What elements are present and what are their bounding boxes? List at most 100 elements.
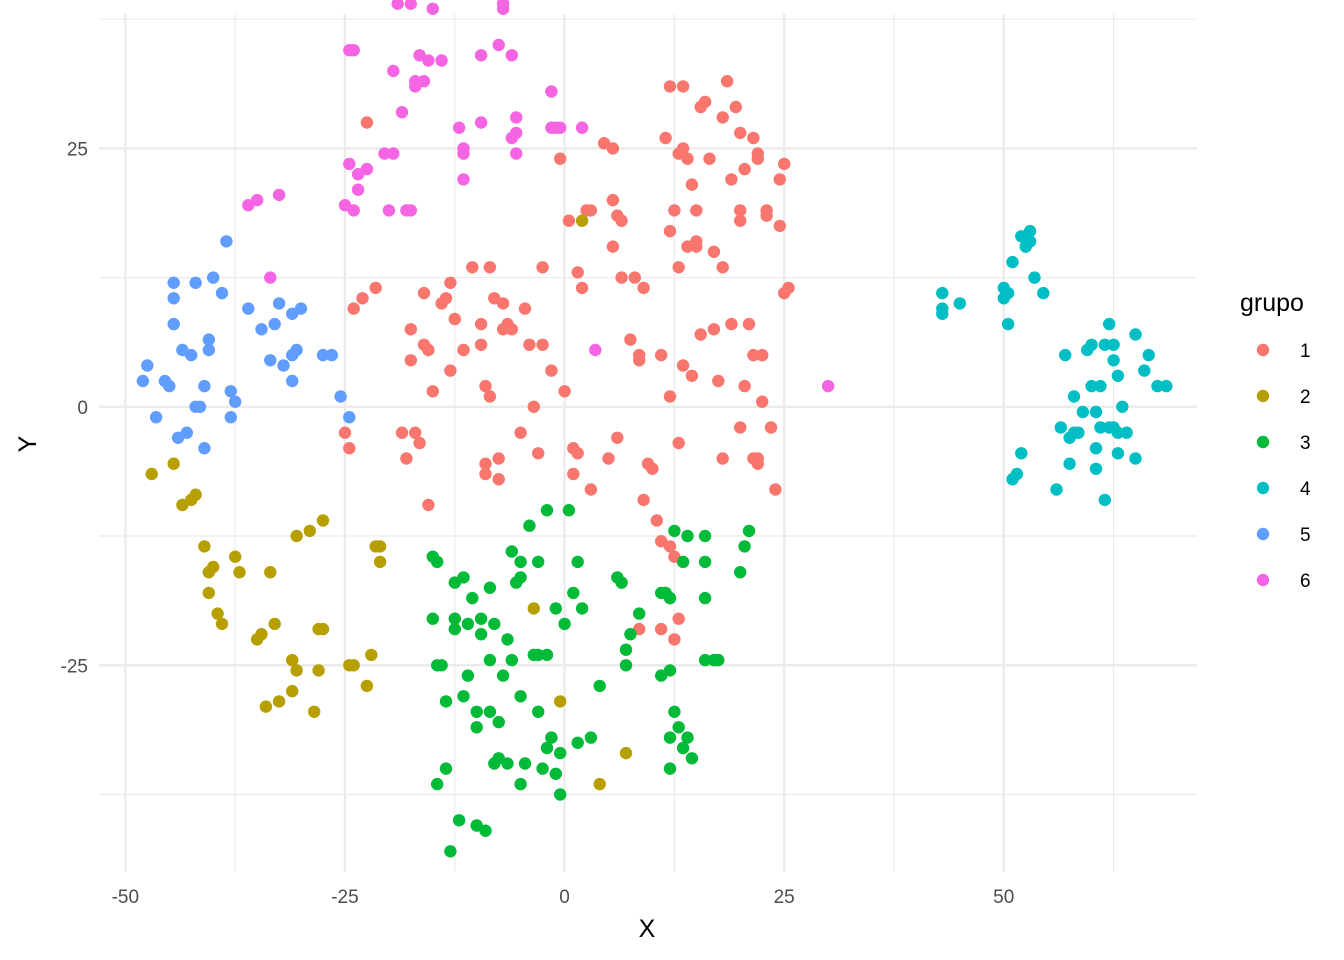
- data-point-grupo-2: [286, 653, 299, 667]
- legend-key-5: [1256, 527, 1270, 541]
- data-point-grupo-1: [518, 302, 532, 315]
- x-tick-label: 50: [993, 887, 1014, 908]
- data-point-grupo-3: [676, 555, 690, 569]
- data-point-grupo-3: [681, 529, 694, 543]
- data-point-grupo-4: [1050, 483, 1063, 496]
- data-point-grupo-4: [1085, 338, 1098, 351]
- data-point-grupo-6: [404, 0, 417, 10]
- data-point-grupo-1: [681, 152, 694, 165]
- data-point-grupo-3: [431, 555, 444, 569]
- data-point-grupo-1: [663, 540, 677, 553]
- data-point-grupo-2: [198, 540, 211, 553]
- data-point-grupo-1: [773, 173, 786, 186]
- data-point-grupo-1: [400, 452, 413, 465]
- data-point-grupo-4: [1138, 364, 1151, 377]
- data-point-grupo-1: [602, 452, 615, 465]
- data-point-grupo-1: [624, 333, 637, 346]
- data-point-grupo-1: [650, 514, 663, 527]
- data-point-grupo-5: [294, 302, 308, 315]
- data-point-grupo-1: [628, 271, 641, 284]
- data-point-grupo-3: [483, 581, 497, 594]
- data-point-grupo-5: [167, 276, 180, 289]
- data-point-grupo-1: [514, 426, 527, 439]
- data-point-grupo-3: [505, 653, 518, 667]
- data-point-grupo-1: [483, 261, 497, 274]
- legend-label: 2: [1300, 387, 1311, 408]
- data-point-grupo-1: [338, 426, 352, 439]
- data-point-grupo-6: [404, 204, 417, 217]
- data-point-grupo-1: [676, 142, 690, 155]
- data-point-grupo-6: [457, 173, 470, 186]
- data-point-grupo-3: [571, 736, 584, 749]
- data-point-grupo-3: [549, 602, 562, 615]
- data-point-grupo-3: [532, 555, 545, 569]
- data-point-grupo-4: [1015, 447, 1028, 460]
- data-point-grupo-1: [760, 204, 773, 217]
- data-point-grupo-3: [545, 731, 558, 744]
- data-point-grupo-3: [712, 653, 725, 667]
- data-point-grupo-3: [483, 705, 497, 718]
- data-point-grupo-4: [1076, 405, 1090, 419]
- data-point-grupo-4: [1094, 421, 1107, 434]
- data-point-grupo-6: [422, 54, 435, 67]
- data-point-grupo-3: [514, 571, 527, 584]
- data-point-grupo-3: [663, 664, 677, 677]
- data-point-grupo-1: [633, 348, 646, 362]
- data-point-grupo-3: [448, 612, 461, 625]
- data-point-grupo-5: [224, 411, 237, 424]
- data-point-grupo-6: [554, 121, 567, 134]
- data-point-grupo-1: [663, 390, 677, 403]
- data-point-grupo-6: [575, 121, 589, 134]
- data-point-grupo-1: [360, 116, 374, 129]
- legend-key-4: [1256, 481, 1270, 495]
- data-point-grupo-4: [1142, 348, 1155, 362]
- data-point-grupo-1: [356, 292, 369, 305]
- data-point-grupo-3: [444, 845, 457, 858]
- data-point-grupo-2: [207, 560, 220, 574]
- data-point-grupo-2: [316, 622, 330, 636]
- data-point-grupo-1: [676, 80, 690, 93]
- data-point-grupo-2: [554, 695, 567, 708]
- data-point-grupo-1: [347, 302, 360, 315]
- data-point-grupo-1: [422, 498, 435, 512]
- data-point-grupo-6: [474, 49, 488, 62]
- data-point-grupo-4: [1023, 235, 1037, 248]
- data-point-grupo-5: [316, 348, 330, 362]
- data-points: [136, 0, 1173, 858]
- data-point-grupo-5: [264, 354, 277, 367]
- x-tick-label: -50: [112, 887, 139, 908]
- data-point-grupo-1: [606, 240, 620, 253]
- data-point-grupo-3: [457, 571, 470, 584]
- data-point-grupo-3: [470, 721, 483, 734]
- y-tick-label: -25: [61, 656, 88, 677]
- data-point-grupo-1: [474, 317, 488, 331]
- data-point-grupo-4: [1107, 338, 1120, 351]
- data-point-grupo-5: [185, 348, 198, 362]
- data-point-grupo-2: [308, 705, 321, 718]
- data-point-grupo-3: [431, 777, 444, 791]
- data-point-grupo-4: [1006, 255, 1019, 269]
- data-point-grupo-3: [540, 648, 554, 662]
- data-point-grupo-3: [514, 555, 527, 569]
- data-point-grupo-1: [734, 204, 747, 217]
- data-point-grupo-3: [624, 628, 637, 641]
- data-point-grupo-1: [663, 224, 677, 238]
- y-tick-label: 0: [77, 398, 88, 419]
- data-point-grupo-2: [189, 488, 202, 501]
- data-point-grupo-4: [1089, 442, 1103, 455]
- data-point-grupo-5: [167, 292, 180, 305]
- data-point-grupo-2: [272, 695, 286, 708]
- data-point-grupo-3: [619, 659, 633, 672]
- data-point-grupo-1: [606, 142, 620, 155]
- data-point-grupo-1: [672, 436, 685, 450]
- data-point-grupo-1: [369, 281, 382, 295]
- data-point-grupo-3: [435, 659, 448, 672]
- data-point-grupo-2: [619, 746, 633, 760]
- data-point-grupo-1: [672, 612, 685, 625]
- data-point-grupo-4: [936, 286, 949, 300]
- data-point-grupo-6: [387, 64, 400, 78]
- data-point-grupo-3: [466, 591, 479, 605]
- data-point-grupo-5: [242, 302, 255, 315]
- data-point-grupo-1: [769, 483, 782, 496]
- data-point-grupo-1: [738, 379, 751, 393]
